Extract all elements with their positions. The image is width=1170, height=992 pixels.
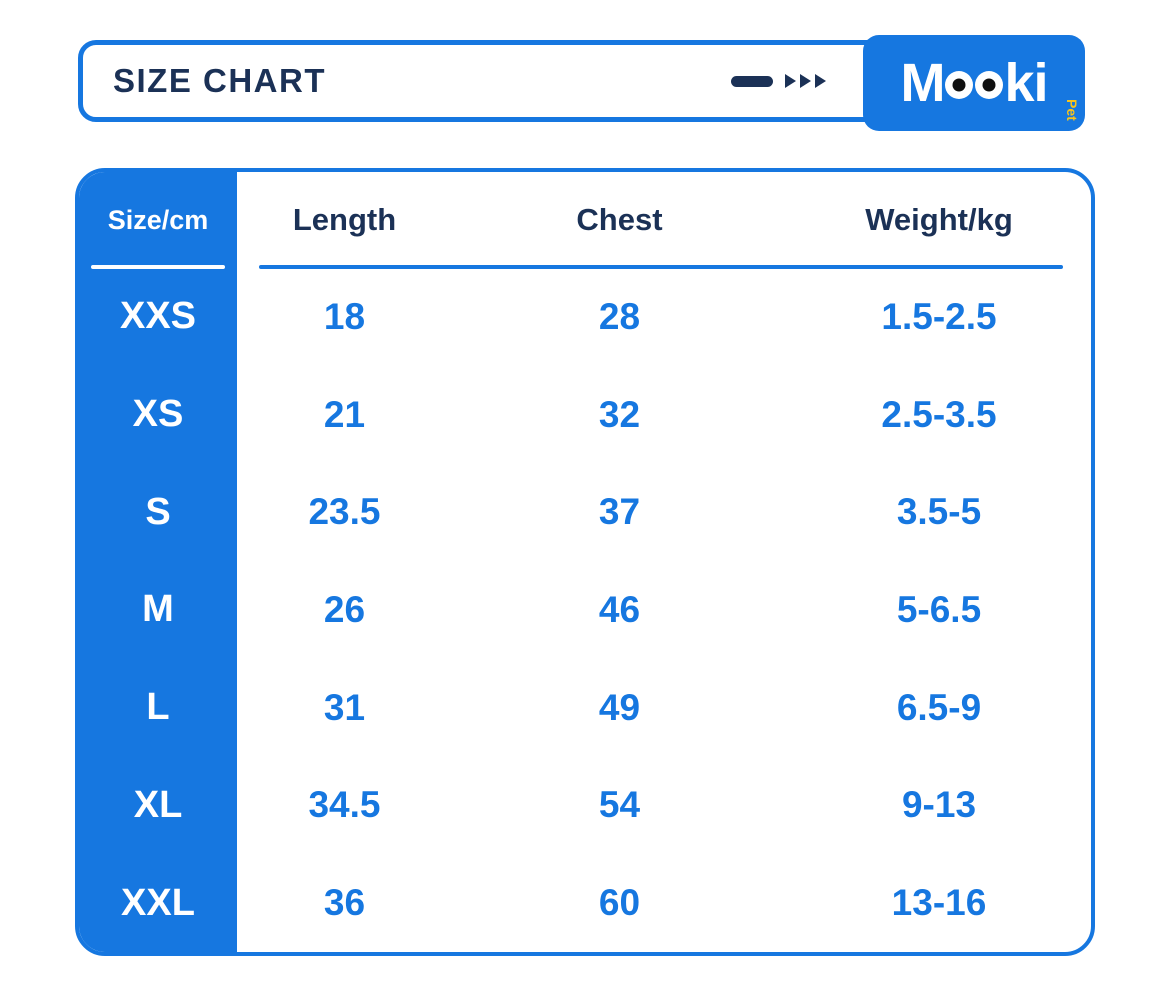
size-table: Size/cm Length Chest Weight/kg XXS 18 28… [75, 168, 1095, 956]
weight-value: 9-13 [901, 784, 977, 826]
chest-value: 32 [598, 393, 641, 435]
size-label: S [145, 490, 171, 533]
logo-text-ki: ki [1004, 53, 1048, 113]
weight-value: 13-16 [891, 882, 987, 924]
length-value: 21 [323, 393, 366, 435]
length-value: 23.5 [308, 491, 381, 533]
dash-arrows-decoration [731, 74, 826, 88]
length-value: 18 [323, 295, 366, 337]
header-bar: SIZE CHART M ki Pet [78, 35, 1085, 131]
weight-value: 6.5-9 [896, 686, 982, 728]
chest-value: 37 [598, 491, 641, 533]
length-value: 34.5 [308, 784, 381, 826]
logo-eye-icon [975, 71, 1004, 99]
logo-text-m: M [900, 53, 945, 113]
logo-pet-label: Pet [1064, 99, 1080, 121]
column-header-size: Size/cm [107, 204, 209, 235]
column-header-chest: Chest [576, 202, 663, 237]
size-label: XXS [119, 295, 197, 338]
size-label: XL [133, 783, 183, 826]
column-header-weight: Weight/kg [865, 202, 1013, 237]
weight-value: 3.5-5 [896, 491, 982, 533]
fast-forward-arrows-icon [785, 74, 826, 88]
size-label: XXL [121, 881, 195, 924]
logo-eye-icon [945, 71, 974, 99]
chest-value: 28 [598, 295, 641, 337]
mooki-logo: M ki Pet [863, 35, 1085, 131]
size-label: L [146, 686, 170, 729]
length-value: 36 [323, 882, 366, 924]
length-value: 31 [323, 686, 366, 728]
size-label: M [142, 588, 174, 631]
weight-value: 2.5-3.5 [881, 393, 997, 435]
length-value: 26 [323, 588, 366, 630]
header-underline-white [91, 265, 225, 269]
column-header-length: Length [292, 202, 397, 237]
size-table-grid: Size/cm Length Chest Weight/kg XXS 18 28… [79, 172, 1091, 952]
weight-value: 5-6.5 [896, 588, 982, 630]
chest-value: 54 [598, 784, 641, 826]
dash-icon [731, 75, 773, 87]
chest-value: 46 [598, 588, 641, 630]
weight-value: 1.5-2.5 [881, 295, 997, 337]
chest-value: 60 [598, 882, 641, 924]
chest-value: 49 [598, 686, 641, 728]
size-column-background [79, 172, 237, 952]
page-title: SIZE CHART [113, 62, 326, 99]
size-label: XS [132, 393, 184, 436]
header-underline-blue [259, 265, 1063, 269]
